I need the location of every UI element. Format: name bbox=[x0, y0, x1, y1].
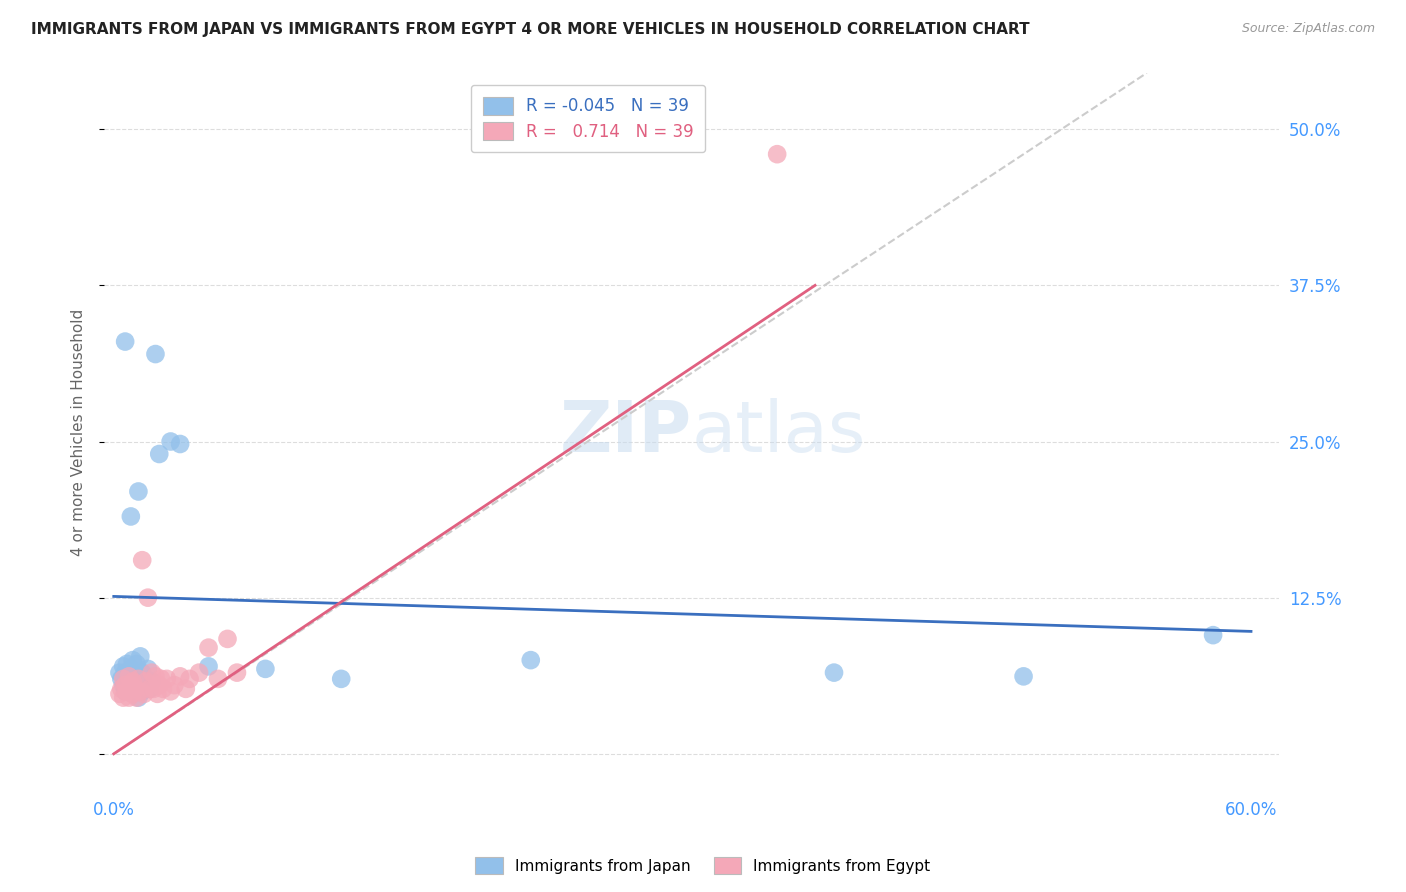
Point bbox=[131, 684, 153, 698]
Point bbox=[112, 672, 135, 686]
Point bbox=[169, 437, 191, 451]
Point bbox=[197, 659, 219, 673]
Point bbox=[125, 674, 148, 689]
Point bbox=[121, 687, 143, 701]
Point bbox=[330, 672, 353, 686]
Point bbox=[114, 665, 136, 680]
Point bbox=[108, 665, 131, 680]
Point bbox=[141, 674, 163, 689]
Point bbox=[129, 649, 152, 664]
Point bbox=[110, 672, 132, 686]
Point bbox=[156, 672, 179, 686]
Point bbox=[131, 665, 153, 680]
Point bbox=[197, 640, 219, 655]
Text: Source: ZipAtlas.com: Source: ZipAtlas.com bbox=[1241, 22, 1375, 36]
Point bbox=[142, 681, 165, 696]
Point bbox=[127, 672, 149, 686]
Point bbox=[124, 681, 146, 696]
Point bbox=[148, 447, 170, 461]
Point bbox=[120, 509, 142, 524]
Legend: R = -0.045   N = 39, R =   0.714   N = 39: R = -0.045 N = 39, R = 0.714 N = 39 bbox=[471, 85, 706, 153]
Point bbox=[110, 681, 132, 696]
Point bbox=[112, 659, 135, 673]
Point bbox=[115, 684, 138, 698]
Point bbox=[118, 678, 141, 692]
Point bbox=[127, 484, 149, 499]
Point bbox=[121, 674, 143, 689]
Point bbox=[159, 684, 181, 698]
Point bbox=[115, 657, 138, 671]
Point bbox=[163, 678, 186, 692]
Point bbox=[254, 662, 277, 676]
Point bbox=[132, 678, 155, 692]
Point bbox=[120, 662, 142, 676]
Point bbox=[121, 653, 143, 667]
Legend: Immigrants from Japan, Immigrants from Egypt: Immigrants from Japan, Immigrants from E… bbox=[470, 851, 936, 880]
Point bbox=[146, 687, 169, 701]
Point bbox=[129, 684, 152, 698]
Point bbox=[152, 681, 174, 696]
Text: IMMIGRANTS FROM JAPAN VS IMMIGRANTS FROM EGYPT 4 OR MORE VEHICLES IN HOUSEHOLD C: IMMIGRANTS FROM JAPAN VS IMMIGRANTS FROM… bbox=[31, 22, 1029, 37]
Point bbox=[207, 672, 229, 686]
Point bbox=[125, 690, 148, 705]
Point bbox=[1202, 628, 1225, 642]
Point bbox=[136, 662, 159, 676]
Point bbox=[519, 653, 541, 667]
Point bbox=[112, 678, 135, 692]
Point bbox=[1012, 669, 1035, 683]
Point bbox=[114, 334, 136, 349]
Point bbox=[132, 687, 155, 701]
Point bbox=[139, 681, 162, 696]
Point bbox=[145, 669, 167, 683]
Point bbox=[112, 690, 135, 705]
Point bbox=[159, 434, 181, 449]
Point bbox=[188, 665, 211, 680]
Point bbox=[174, 681, 197, 696]
Point bbox=[118, 669, 141, 683]
Point bbox=[108, 687, 131, 701]
Point bbox=[148, 678, 170, 692]
Point bbox=[145, 347, 167, 361]
Point bbox=[135, 672, 157, 686]
Point bbox=[136, 591, 159, 605]
Y-axis label: 4 or more Vehicles in Household: 4 or more Vehicles in Household bbox=[72, 309, 86, 556]
Point bbox=[114, 678, 136, 692]
Point bbox=[120, 678, 142, 692]
Point bbox=[125, 657, 148, 671]
Point bbox=[118, 690, 141, 705]
Point bbox=[115, 674, 138, 689]
Point bbox=[217, 632, 239, 646]
Point bbox=[114, 684, 136, 698]
Point bbox=[226, 665, 249, 680]
Point bbox=[121, 687, 143, 701]
Point bbox=[135, 674, 157, 689]
Point bbox=[141, 665, 163, 680]
Point bbox=[139, 681, 162, 696]
Point bbox=[179, 672, 201, 686]
Text: ZIP: ZIP bbox=[560, 398, 692, 467]
Point bbox=[127, 690, 149, 705]
Point bbox=[169, 669, 191, 683]
Point bbox=[131, 553, 153, 567]
Point bbox=[118, 669, 141, 683]
Point bbox=[150, 672, 173, 686]
Text: atlas: atlas bbox=[692, 398, 866, 467]
Point bbox=[124, 681, 146, 696]
Point bbox=[766, 147, 789, 161]
Point bbox=[823, 665, 845, 680]
